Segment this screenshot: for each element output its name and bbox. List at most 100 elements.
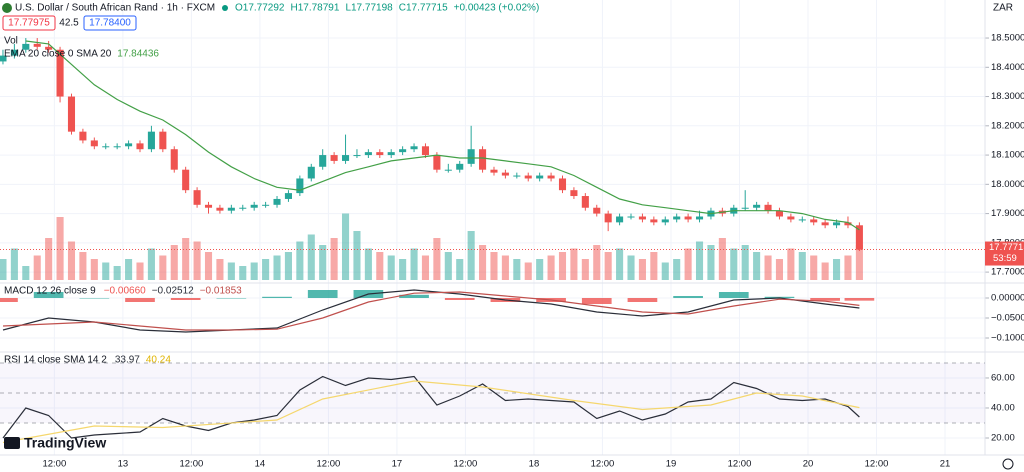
volume-bar: [147, 248, 155, 280]
spread: 42.5: [59, 18, 79, 29]
y-tick-label: 40.00: [991, 402, 1015, 413]
symbol-title[interactable]: U.S. Dollar / South African Rand · 1h · …: [15, 3, 215, 14]
x-tick-label: 21: [940, 459, 951, 470]
volume-bar: [33, 255, 41, 280]
candle-body: [296, 178, 304, 194]
y-tick-label: 18.50000: [991, 33, 1024, 44]
readout: 33.97: [115, 355, 140, 366]
candle-body: [798, 219, 806, 221]
volume-bar: [170, 245, 178, 280]
indicator-line: [2, 380, 860, 444]
readout: −0.01853: [200, 286, 242, 297]
volume-bar: [387, 255, 395, 280]
histogram-bar: [33, 292, 64, 298]
histogram-bar: [262, 296, 292, 298]
candle-body: [364, 152, 372, 156]
volume-bar: [718, 238, 726, 280]
volume-bar: [330, 238, 338, 280]
x-tick-label: 14: [255, 459, 266, 470]
candle-body: [467, 149, 475, 164]
settings-icon[interactable]: [1002, 458, 1014, 470]
candle-body: [570, 190, 578, 197]
volume-bar: [593, 245, 601, 280]
candle-body: [159, 131, 167, 150]
pane-title: RSI 14 close SMA 14 2: [4, 355, 107, 366]
volume-bar: [410, 248, 418, 280]
ask[interactable]: 17.78400: [89, 18, 131, 29]
volume-bar: [547, 255, 555, 280]
volume-bar: [467, 231, 475, 280]
candle-body: [262, 204, 270, 206]
bid[interactable]: 17.77975: [8, 18, 50, 29]
histogram-bar: [170, 298, 201, 300]
candle-body: [673, 216, 681, 220]
candle-body: [821, 222, 829, 226]
volume-bar: [136, 262, 144, 280]
volume-bar: [193, 241, 201, 280]
volume-bar: [513, 259, 521, 280]
volume-bar: [661, 262, 669, 280]
readout: −0.00660: [104, 286, 146, 297]
candle-body: [410, 146, 418, 150]
y-tick-label: 18.30000: [991, 91, 1024, 102]
histogram-bar: [718, 292, 749, 298]
volume-bar: [741, 245, 749, 280]
plots: 17.7771553:59: [0, 38, 1024, 444]
pane-title: MACD 12 26 close 9: [4, 286, 96, 297]
volume-bar: [707, 245, 715, 280]
candle-body: [10, 49, 18, 56]
volume-bar: [616, 248, 624, 280]
countdown: 53:59: [993, 253, 1017, 264]
candle-body: [136, 143, 144, 150]
logo-icon: [4, 437, 20, 449]
x-tick-label: 17: [392, 459, 403, 470]
volume-bar: [125, 259, 133, 280]
x-tick-label: 12:00: [317, 459, 341, 470]
candle-body: [102, 146, 110, 148]
x-tick-label: 13: [118, 459, 129, 470]
y-tick-label: 60.00: [991, 372, 1015, 383]
y-tick-label: 18.10000: [991, 150, 1024, 161]
y-tick-label: 18.40000: [991, 62, 1024, 73]
candle-body: [182, 169, 190, 191]
candle-body: [79, 131, 87, 141]
histogram-bar: [764, 296, 795, 298]
volume-bar: [821, 262, 829, 280]
y-tick-label: 0.00000: [991, 293, 1024, 304]
indicator-line: [2, 291, 860, 331]
candle-body: [227, 207, 235, 211]
y-tick-label: 20.00: [991, 433, 1015, 444]
histogram-bar: [0, 298, 18, 302]
y-tick-label: −0.05000: [991, 313, 1024, 324]
volume-label[interactable]: Vol: [4, 36, 18, 47]
histogram-bar: [844, 298, 875, 301]
last-price-tag: [985, 241, 1024, 266]
volume-bar: [479, 245, 487, 280]
x-tick-label: 12:00: [179, 459, 203, 470]
currency[interactable]: ZAR: [993, 3, 1013, 14]
volume-bar: [764, 255, 772, 280]
candle-body: [501, 172, 509, 176]
buy-box[interactable]: [83, 15, 137, 31]
logo: TradingView: [4, 435, 106, 451]
candle-body: [170, 149, 178, 170]
candle-body: [204, 204, 213, 208]
sell-box[interactable]: [2, 15, 56, 31]
candle-body: [787, 216, 795, 220]
candle-body: [456, 163, 464, 170]
ema-label[interactable]: EMA 20 close 0 SMA 20: [4, 49, 112, 60]
candle-body: [353, 155, 361, 157]
volume-bar: [810, 255, 818, 280]
volume-bar: [444, 252, 452, 280]
candle-body: [250, 204, 258, 208]
x-tick-label: 20: [803, 459, 814, 470]
logo-text: TradingView: [24, 435, 106, 451]
readout: −0.02512: [152, 286, 194, 297]
volume-bar: [581, 259, 589, 280]
readout: O17.77292: [235, 3, 285, 14]
histogram-bar: [581, 298, 612, 304]
volume-bar: [787, 248, 795, 280]
readout: L17.77198: [345, 3, 393, 14]
